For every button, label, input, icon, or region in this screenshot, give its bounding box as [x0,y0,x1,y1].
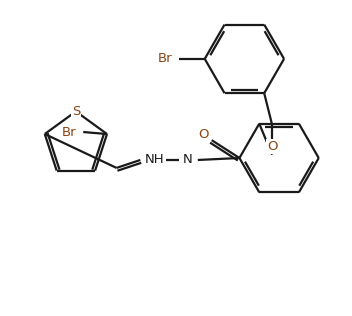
Text: Br: Br [158,52,172,65]
Text: NH: NH [144,154,164,167]
Text: O: O [199,128,209,141]
Text: Br: Br [62,125,77,138]
Text: O: O [267,140,277,153]
Text: N: N [183,154,193,167]
Text: S: S [72,105,80,118]
